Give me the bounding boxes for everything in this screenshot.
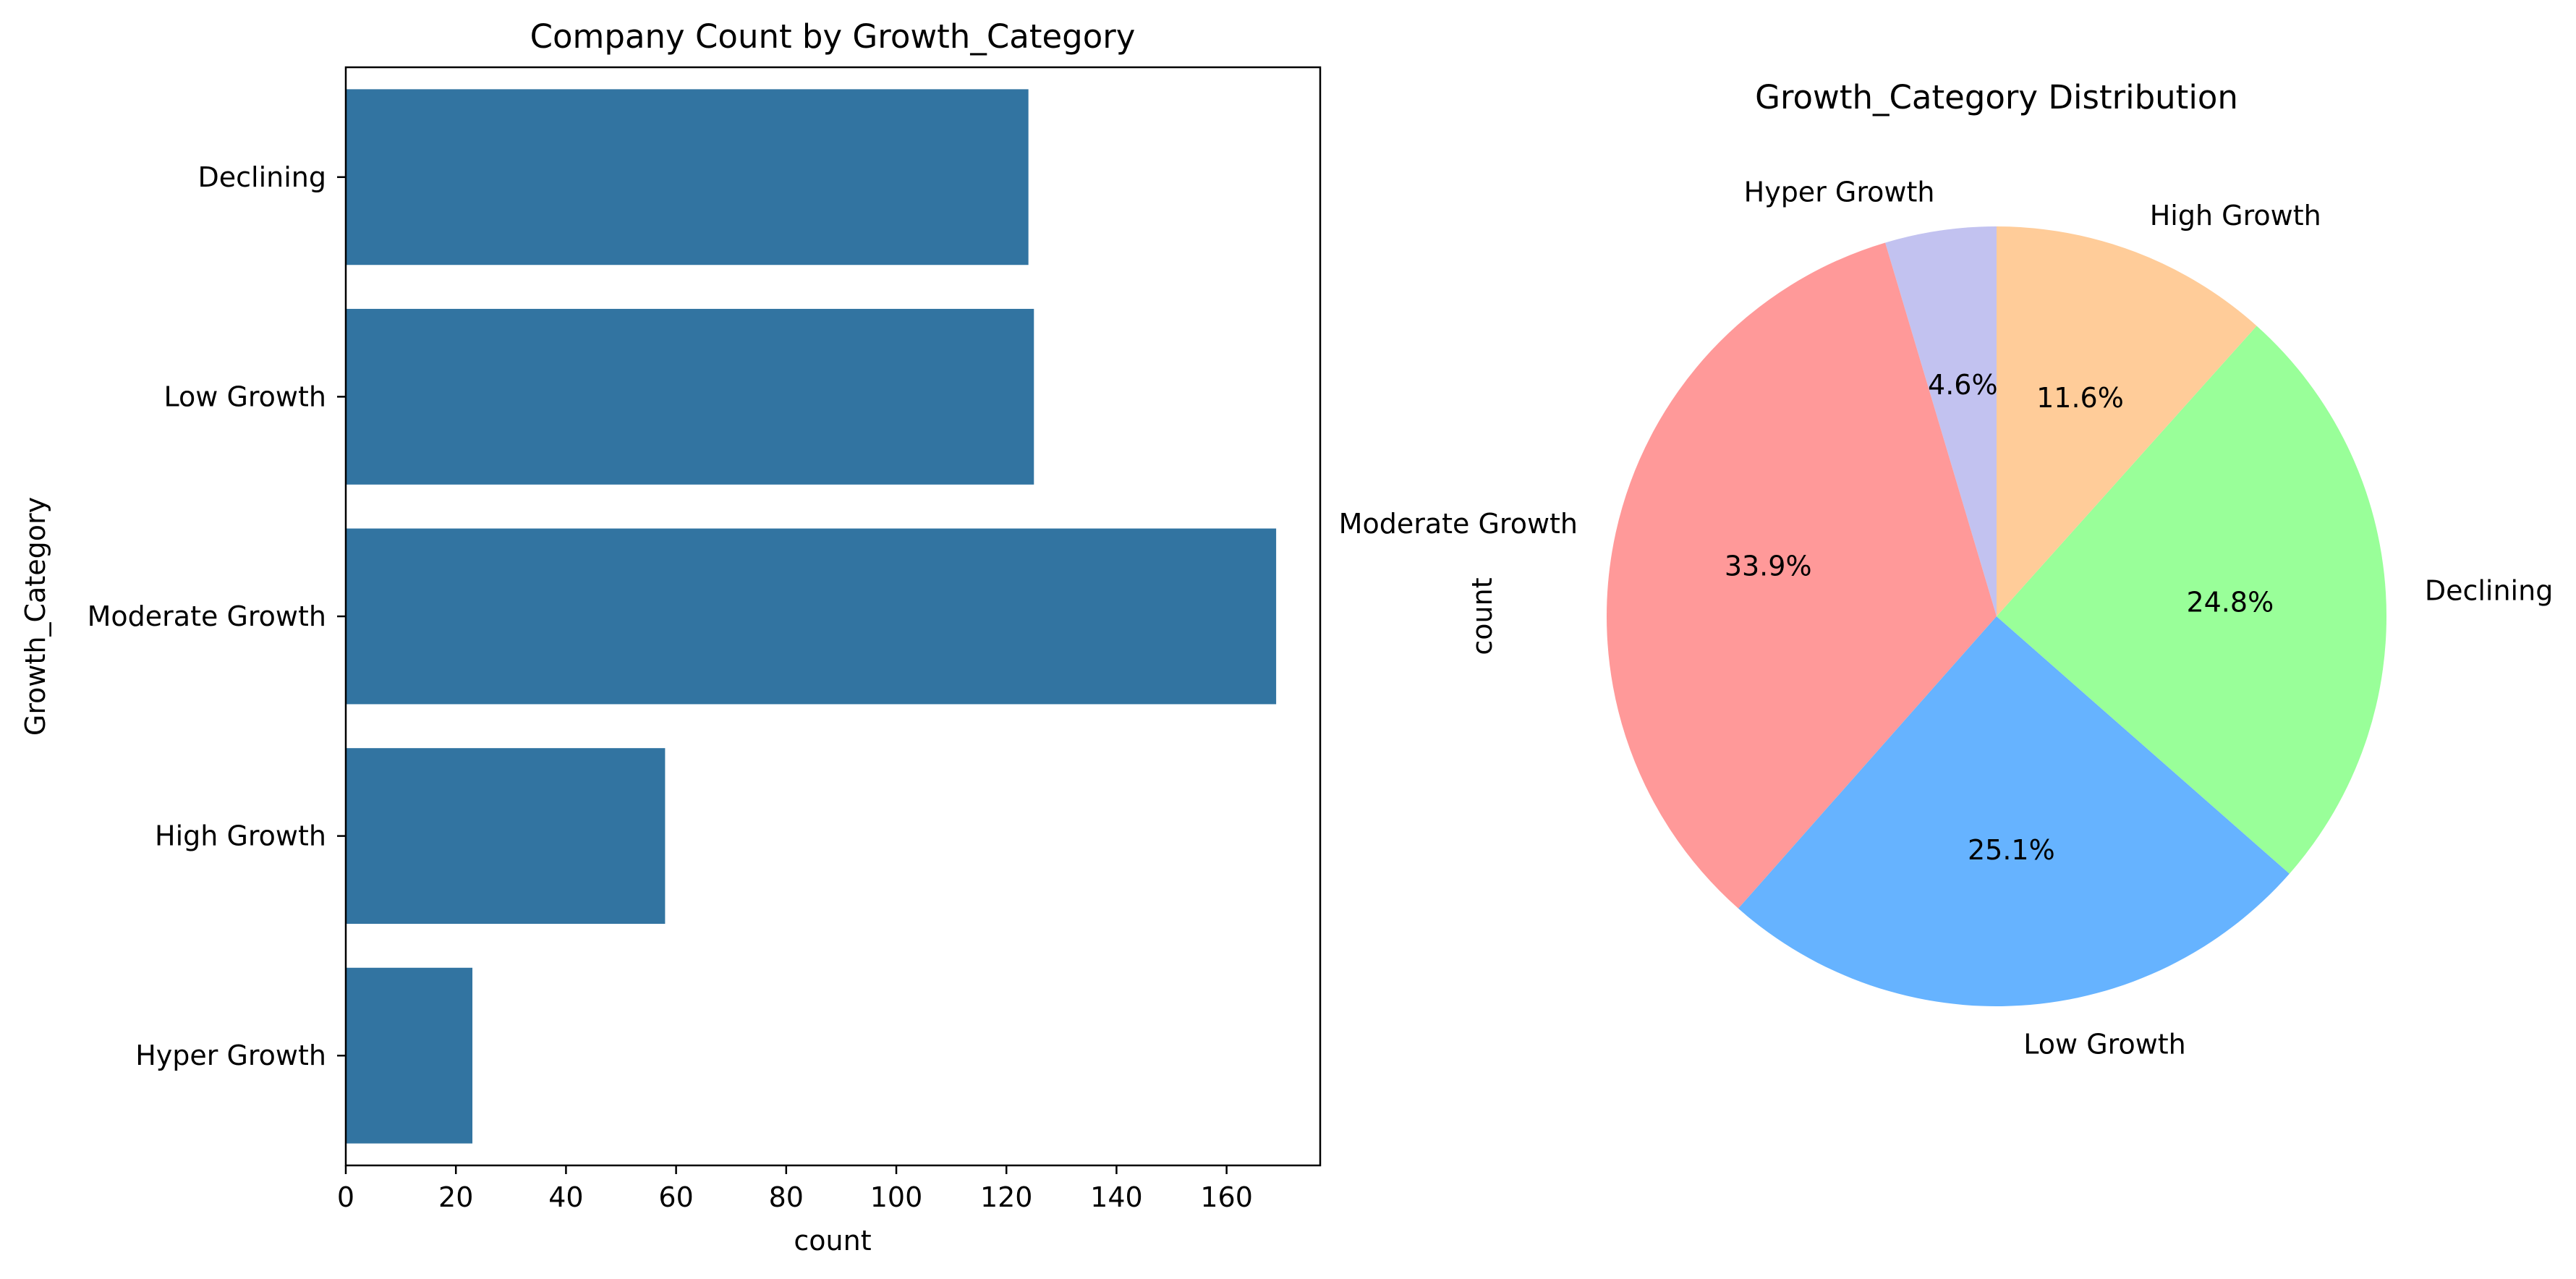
bar-y-axis-label: Growth_Category (20, 497, 51, 736)
y-tick-label: Declining (198, 161, 327, 193)
bar-group (346, 89, 1277, 1144)
bar-hyper-growth (346, 967, 473, 1144)
bar-chart: Company Count by Growth_Category Declini… (20, 17, 1322, 1257)
bar-xtick-group: 0 20 40 60 80 100 120 140 160 (337, 1165, 1253, 1213)
pie-label-declining: Declining (2425, 575, 2554, 607)
y-tick-label: Hyper Growth (135, 1040, 326, 1071)
pie-pct-high-growth: 11.6% (2036, 382, 2124, 414)
x-tick-label: 140 (1090, 1181, 1143, 1213)
y-tick-label: High Growth (155, 820, 326, 852)
pie-chart: Growth_Category Distribution count Hyper… (1339, 78, 2554, 1061)
bar-declining (346, 89, 1029, 265)
x-tick-label: 120 (980, 1181, 1033, 1213)
bar-high-growth (346, 748, 666, 925)
x-tick-label: 40 (548, 1181, 583, 1213)
bar-moderate-growth (346, 528, 1277, 705)
x-tick-label: 80 (769, 1181, 804, 1213)
pie-label-hyper-growth: Hyper Growth (1744, 176, 1935, 208)
pie-y-axis-label: count (1466, 577, 1498, 655)
y-tick-label: Moderate Growth (88, 600, 326, 632)
pie-label-high-growth: High Growth (2150, 200, 2321, 231)
bar-chart-title: Company Count by Growth_Category (530, 17, 1136, 56)
pie-slice-hyper-growth (1885, 226, 1997, 616)
pie-label-group: Hyper Growth 4.6% Moderate Growth 33.9% Low … (1339, 176, 2554, 1060)
pie-pct-moderate-growth: 33.9% (1725, 550, 1812, 582)
x-tick-label: 0 (337, 1181, 354, 1213)
pie-pct-low-growth: 25.1% (1968, 834, 2055, 866)
y-tick-label: Low Growth (164, 381, 326, 412)
pie-label-low-growth: Low Growth (2023, 1029, 2185, 1061)
pie-label-moderate-growth: Moderate Growth (1339, 508, 1578, 540)
pie-slice-group (1607, 226, 2386, 1007)
pie-slice-high-growth (1997, 226, 2257, 616)
pie-slice-low-growth (1738, 616, 2290, 1007)
pie-slice-moderate-growth (1607, 242, 1997, 909)
x-tick-label: 160 (1200, 1181, 1253, 1213)
pie-pct-hyper-growth: 4.6% (1928, 369, 1998, 401)
bar-x-axis-label: count (794, 1225, 871, 1257)
x-tick-label: 60 (658, 1181, 693, 1213)
pie-slice-declining (1997, 326, 2386, 874)
x-tick-label: 20 (438, 1181, 473, 1213)
pie-pct-declining: 24.8% (2186, 587, 2274, 619)
pie-chart-title: Growth_Category Distribution (1755, 78, 2238, 116)
bar-low-growth (346, 308, 1034, 485)
bar-ytick-group: Declining Low Growth Moderate Growth High G… (88, 161, 346, 1071)
x-tick-label: 100 (870, 1181, 923, 1213)
